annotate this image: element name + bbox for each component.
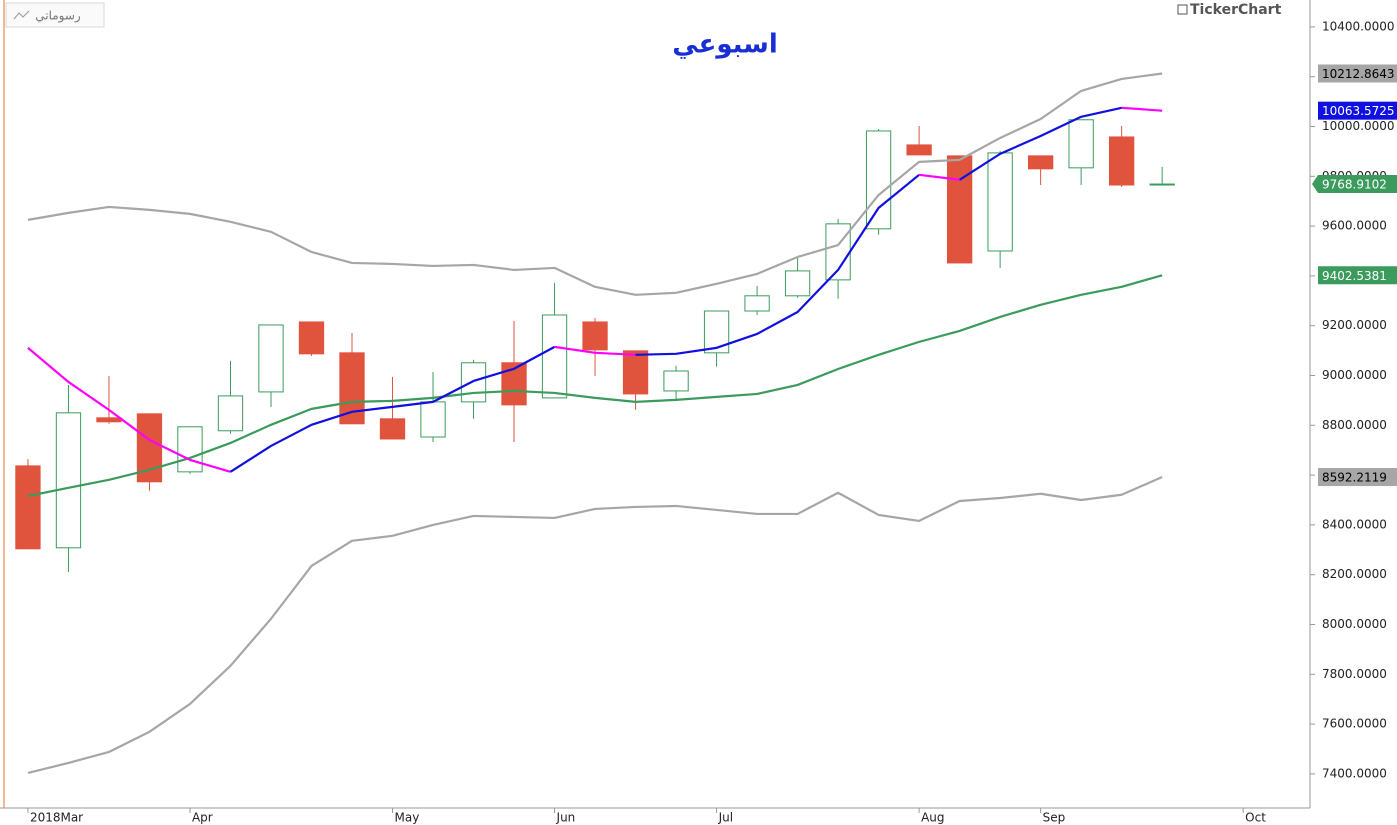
y-tick-label: 7800.0000: [1322, 667, 1387, 681]
button-icon: [13, 10, 30, 20]
candle-body: [1149, 183, 1175, 186]
x-tick-label: 2018Mar: [30, 811, 83, 825]
x-tick-label: Jun: [556, 811, 576, 825]
indicator-line: [918, 173, 960, 181]
last-value-box: [1318, 468, 1397, 487]
last-value-label: 10212.8643: [1322, 67, 1395, 81]
candle-body: [1108, 136, 1135, 186]
y-tick-label: 7600.0000: [1322, 717, 1387, 731]
candle-body: [906, 144, 932, 156]
candle-body: [865, 130, 892, 230]
candle-body: [420, 401, 446, 438]
x-tick-label: May: [395, 811, 420, 825]
y-tick-label: 8400.0000: [1322, 517, 1387, 531]
indicator-line: [27, 72, 1163, 296]
chart-title: اسبوعي: [672, 30, 777, 60]
y-tick-label: 9200.0000: [1322, 318, 1387, 332]
indicator-line: [229, 345, 556, 473]
x-tick-label: Apr: [192, 811, 213, 825]
last-value-box: [1312, 175, 1397, 194]
brand-icon: [1177, 4, 1188, 15]
y-tick-label: 9000.0000: [1322, 368, 1387, 382]
candle-body: [298, 321, 325, 355]
y-tick-label: 8200.0000: [1322, 567, 1387, 581]
indicator-line: [27, 476, 1163, 774]
last-value-label: 9768.9102: [1322, 178, 1387, 192]
candle-body: [987, 152, 1013, 252]
candle-body: [379, 418, 406, 440]
last-value-box: [1318, 266, 1397, 285]
candle-body: [217, 395, 244, 432]
candle-body: [946, 155, 973, 264]
indicator-line: [1121, 106, 1163, 112]
candle-body: [622, 350, 649, 395]
last-value-box: [1318, 64, 1397, 83]
y-tick-label: 8800.0000: [1322, 418, 1387, 432]
x-tick-label: Sep: [1043, 811, 1066, 825]
candle-body: [663, 370, 689, 392]
drawings-button[interactable]: رسوماتي: [5, 2, 105, 28]
x-tick-label: Oct: [1245, 811, 1266, 825]
y-tick-label: 8000.0000: [1322, 617, 1387, 631]
x-tick-label: Jul: [718, 811, 733, 825]
y-tick-label: 7400.0000: [1322, 766, 1387, 780]
candle-body: [15, 465, 41, 550]
last-value-label: 10063.5725: [1322, 104, 1395, 118]
indicator-line: [959, 106, 1122, 181]
indicator-line: [635, 173, 920, 356]
candle-body: [541, 314, 568, 399]
indicator-line: [27, 347, 231, 473]
candle-body: [1068, 119, 1094, 169]
button-label[interactable]: رسوماتي: [35, 9, 81, 24]
candle-body: [177, 426, 203, 473]
brand: TickerChart: [1190, 2, 1282, 18]
candle-body: [582, 321, 608, 351]
candle-body: [55, 412, 82, 549]
button-frame[interactable]: [5, 2, 105, 28]
x-tick-label: Aug: [921, 811, 944, 825]
candle-body: [339, 352, 365, 425]
indicator-line: [554, 345, 636, 356]
y-tick-label: 9600.0000: [1322, 219, 1387, 233]
candle-body: [258, 324, 284, 393]
last-value-box: [1318, 101, 1397, 120]
last-value-label: 9402.5381: [1322, 269, 1387, 283]
candle-body: [460, 362, 487, 403]
candle-body: [1027, 155, 1054, 170]
candle-body: [703, 310, 730, 354]
y-tick-label: 10400.0000: [1322, 19, 1395, 33]
candle-body: [784, 270, 811, 297]
candle-body: [744, 295, 770, 312]
candle-body: [96, 417, 122, 423]
indicator-line: [27, 274, 1163, 498]
y-tick-label: 10000.0000: [1322, 119, 1395, 133]
last-value-label: 8592.2119: [1322, 471, 1387, 485]
